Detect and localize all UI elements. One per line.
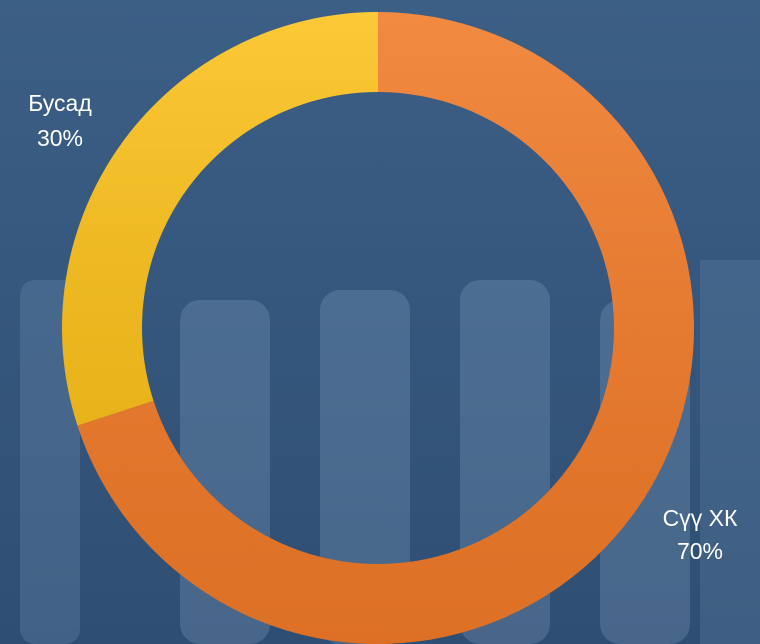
- value-label: 30%: [37, 125, 83, 151]
- category-label: Бусад: [28, 90, 92, 116]
- category-label: Сүү ХК: [663, 505, 738, 531]
- donut: [61, 12, 694, 644]
- value-label: 70%: [677, 538, 723, 564]
- segment-shade: [61, 12, 379, 426]
